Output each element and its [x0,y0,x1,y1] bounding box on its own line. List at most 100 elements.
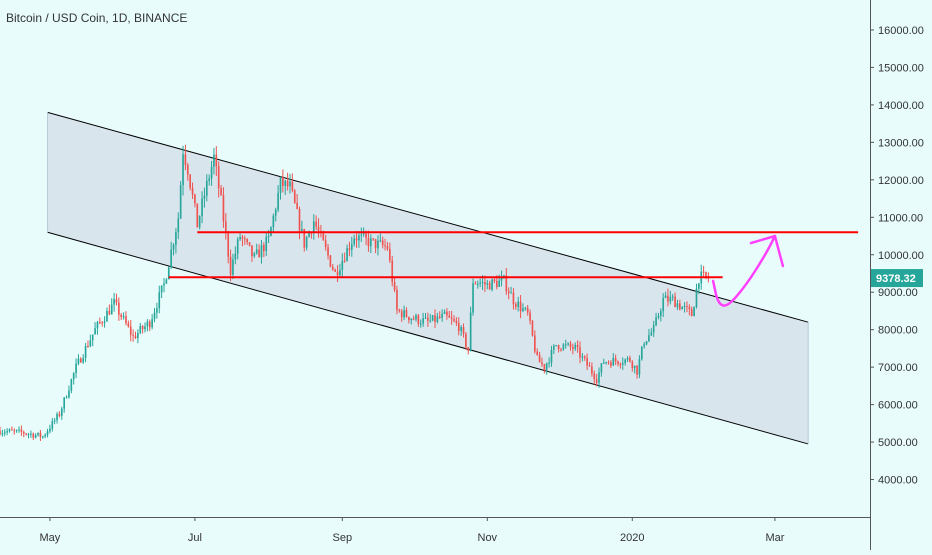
price-tick-label: 13000.00 [878,137,924,149]
candle-body [631,361,634,369]
candle-body [576,344,579,348]
candle-body [15,430,18,432]
candle-body [422,318,424,324]
candle-body [253,253,256,257]
candle-body [427,317,429,321]
candle-body [474,283,477,285]
candle-body [436,316,439,322]
candle-body [624,359,626,364]
candle-body [70,379,73,391]
candle-body [179,185,182,219]
candle-body [405,310,408,317]
channel-upper-line [47,111,809,323]
candle-body [232,259,234,275]
candle-body [386,246,389,249]
candle-body [258,249,260,258]
candle-body [11,429,13,431]
candle-body [607,362,610,364]
candle-body [293,190,296,203]
candle-body [175,232,177,245]
candle-body [301,229,303,231]
candle-body [512,292,515,305]
candle-body [129,326,132,335]
candle-body [534,335,536,352]
candle-body [341,260,344,270]
candle-body [698,283,700,289]
candle-body [58,413,61,416]
candle-body [495,281,498,287]
time-tick-label: Mar [765,532,784,544]
candle-body [595,379,598,383]
candle-body [367,237,370,247]
price-tick-label: 5000.00 [878,437,918,449]
candle-body [327,247,329,256]
candle-body [303,229,306,248]
candle-body [381,240,384,246]
candle-body [602,362,605,364]
candle-body [702,271,705,273]
candle-body [158,292,161,309]
candle-body [3,432,6,434]
last-price-badge [871,269,923,288]
candle-body [134,335,137,339]
candle-body [481,281,484,283]
candle-body [486,282,489,285]
candle-body [120,314,123,318]
candle-body [89,340,92,347]
candle-body [538,354,541,363]
candle-body [374,239,377,249]
candle-body [662,298,665,312]
candle-body [331,266,334,270]
candle-body [196,203,199,228]
candle-body [462,327,465,334]
candle-body [648,335,650,342]
candle-body [460,327,462,332]
candle-body [636,365,638,375]
candle-body [94,328,96,335]
candle-body [343,260,346,262]
candle-body [274,209,277,216]
candle-body [555,345,558,347]
price-tick-label: 11000.00 [878,212,923,224]
candle-body [557,345,560,350]
candle-body [640,346,643,360]
candle-body [353,238,356,245]
candle-body [22,431,25,434]
candle-body [384,245,386,247]
candle-body [224,221,227,233]
candle-body [355,238,358,241]
candle-body [13,430,16,432]
candle-body [457,322,460,332]
price-tick-label: 16000.00 [878,25,924,37]
candle-body [106,310,108,322]
candle-body [172,244,175,250]
candle-body [217,166,220,189]
candle-body [514,304,517,307]
candle-body [505,275,508,292]
candle-body [659,311,662,316]
candle-body [312,221,315,234]
candle-body [581,356,584,358]
price-tick-label: 9000.00 [878,287,918,299]
candle-body [424,317,427,319]
candle-body [46,431,49,435]
candle-body [79,358,82,363]
candle-body [68,390,70,398]
candle-body [465,333,467,348]
candle-body [446,311,448,316]
candle-body [96,322,99,329]
candle-body [8,429,11,432]
candle-body [72,372,75,380]
time-tick-label: 2020 [620,532,644,544]
candle-body [227,232,230,257]
candle-body [182,154,184,186]
candle-body [453,319,455,321]
price-tick-label: 10000.00 [878,250,924,262]
candle-body [681,306,684,310]
candle-body [524,307,527,309]
candle-body [469,312,472,351]
candle-body [113,299,115,305]
candle-body [286,180,289,187]
